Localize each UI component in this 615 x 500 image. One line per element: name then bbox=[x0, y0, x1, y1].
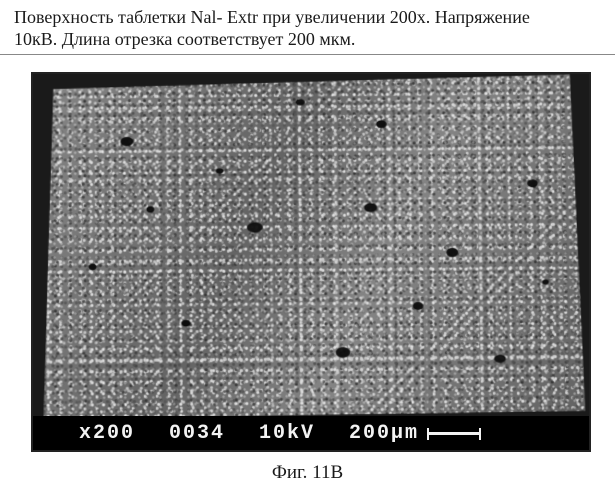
sem-micrograph bbox=[43, 74, 586, 419]
sem-scalebar-line bbox=[427, 432, 481, 435]
sem-magnification: x200 bbox=[79, 422, 135, 445]
sem-voltage: 10kV bbox=[259, 422, 315, 445]
sem-scale-label: 200µm bbox=[349, 422, 419, 445]
sem-figure-frame: x200 0034 10kV 200µm bbox=[31, 72, 591, 452]
figure-caption: Поверхность таблетки Nal- Extr при увели… bbox=[14, 6, 602, 50]
sem-info-strip: x200 0034 10kV 200µm bbox=[33, 416, 589, 450]
sem-image-area bbox=[33, 74, 589, 418]
page: Поверхность таблетки Nal- Extr при увели… bbox=[0, 0, 615, 500]
divider-line bbox=[0, 54, 615, 55]
sem-scalebar: 200µm bbox=[349, 422, 481, 445]
figure-label: Фиг. 11B bbox=[0, 462, 615, 484]
sem-frame-number: 0034 bbox=[169, 422, 225, 445]
caption-line-2: 10кВ. Длина отрезка соответствует 200 мк… bbox=[14, 28, 602, 50]
caption-line-1: Поверхность таблетки Nal- Extr при увели… bbox=[14, 7, 530, 27]
